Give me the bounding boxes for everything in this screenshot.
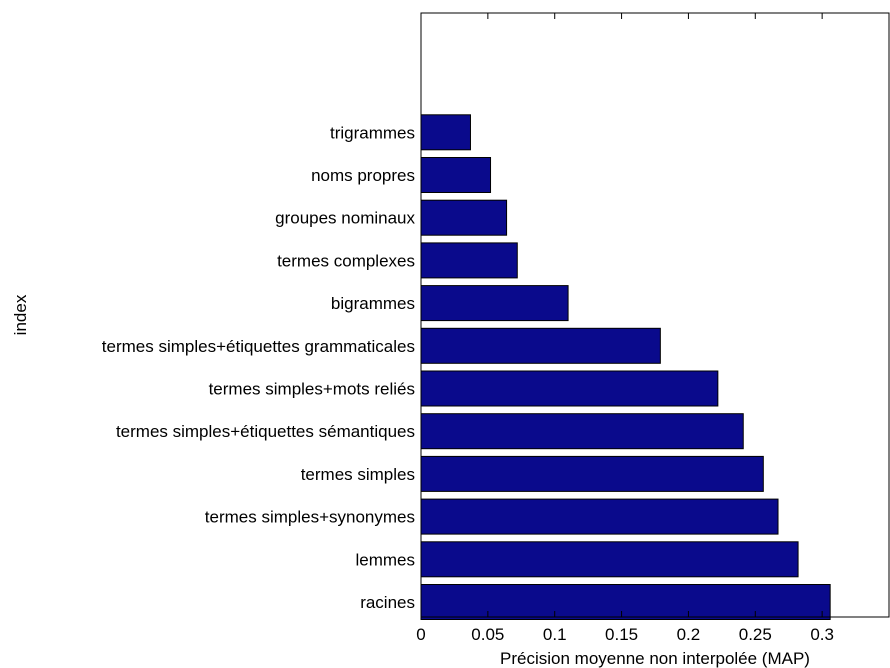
x-tick-label-2: 0.1 [543, 625, 567, 644]
category-label-9: groupes nominaux [275, 209, 415, 228]
category-label-5: termes simples+mots reliés [209, 380, 415, 399]
x-tick-label-1: 0.05 [471, 625, 504, 644]
category-label-10: noms propres [311, 166, 415, 185]
bar-4 [420, 413, 744, 450]
category-labels: racines lemmes termes simples+synonymes ter… [102, 123, 416, 612]
bar-1 [420, 541, 799, 578]
category-label-1: lemmes [355, 550, 415, 569]
x-tick-label-3: 0.15 [605, 625, 638, 644]
x-tick-label-5: 0.25 [739, 625, 772, 644]
bar-0 [420, 584, 831, 620]
category-label-6: termes simples+étiquettes grammaticales [102, 337, 415, 356]
category-label-3: termes simples [301, 465, 415, 484]
x-tick-label-4: 0.2 [677, 625, 701, 644]
bar-2 [420, 498, 779, 535]
category-label-2: termes simples+synonymes [205, 508, 415, 527]
bars-group [420, 114, 831, 620]
x-tick-label-6: 0.3 [810, 625, 834, 644]
x-axis-title: Précision moyenne non interpolée (MAP) [500, 649, 810, 668]
bar-5 [420, 370, 719, 407]
bar-3 [420, 455, 764, 492]
bar-10 [420, 157, 492, 193]
category-label-4: termes simples+étiquettes sémantiques [116, 422, 415, 441]
category-label-7: bigrammes [331, 294, 415, 313]
bar-9 [420, 199, 508, 236]
x-tick-label-0: 0 [416, 625, 425, 644]
bar-8 [420, 242, 518, 279]
plot-frame [420, 12, 890, 618]
bar-6 [420, 327, 661, 364]
y-axis-title: index [11, 294, 30, 335]
category-label-0: racines [360, 593, 415, 612]
bar-7 [420, 285, 569, 322]
category-label-8: termes complexes [277, 251, 415, 270]
category-label-11: trigrammes [330, 123, 415, 142]
x-ticks: 0 0.05 0.1 0.15 0.2 0.25 0.3 [416, 13, 834, 644]
bar-11 [420, 114, 471, 151]
